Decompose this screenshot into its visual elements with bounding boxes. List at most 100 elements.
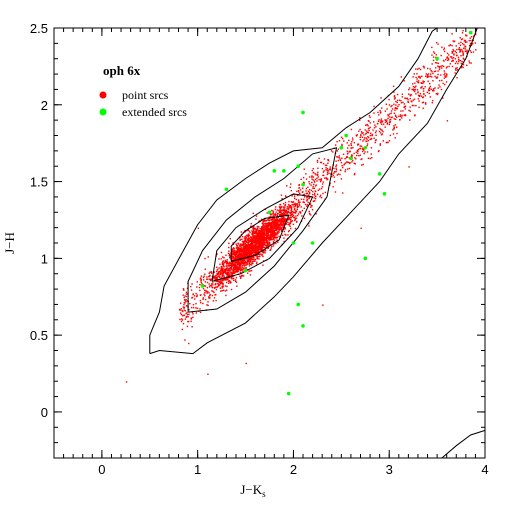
point-src-marker bbox=[261, 238, 263, 241]
point-src-marker bbox=[263, 239, 266, 241]
point-src-marker bbox=[299, 201, 301, 203]
point-src-marker bbox=[221, 270, 223, 273]
point-src-marker bbox=[386, 119, 388, 121]
point-src-marker bbox=[362, 163, 364, 166]
point-src-marker bbox=[229, 267, 232, 270]
point-src-marker bbox=[358, 130, 360, 132]
point-src-marker bbox=[301, 191, 304, 193]
point-src-marker bbox=[252, 233, 255, 235]
point-src-marker bbox=[208, 272, 210, 275]
point-src-marker bbox=[200, 281, 202, 283]
point-src-marker bbox=[266, 226, 268, 229]
point-src-marker bbox=[217, 285, 220, 287]
point-src-marker bbox=[260, 218, 263, 220]
point-src-marker bbox=[247, 249, 250, 251]
point-src-marker bbox=[369, 157, 371, 160]
point-src-marker bbox=[417, 81, 420, 84]
point-src-marker bbox=[249, 231, 251, 234]
point-src-marker bbox=[222, 263, 225, 266]
point-src-marker bbox=[245, 267, 248, 269]
point-src-marker bbox=[206, 278, 208, 280]
point-src-marker bbox=[276, 225, 278, 227]
point-src-marker bbox=[416, 80, 418, 83]
y-tick-label: 2.5 bbox=[30, 21, 48, 36]
point-src-marker bbox=[470, 62, 472, 64]
point-src-marker bbox=[424, 95, 427, 97]
point-src-marker bbox=[362, 140, 364, 142]
point-src-marker bbox=[226, 273, 229, 275]
point-src-marker bbox=[302, 201, 305, 203]
extended-src-marker bbox=[267, 210, 272, 215]
point-src-marker bbox=[415, 105, 417, 107]
point-src-marker bbox=[293, 209, 296, 211]
point-src-marker bbox=[248, 263, 250, 265]
point-src-marker bbox=[269, 221, 271, 224]
point-src-marker bbox=[455, 69, 457, 72]
point-src-marker bbox=[380, 97, 382, 99]
point-src-marker bbox=[270, 249, 272, 251]
point-src-marker bbox=[468, 62, 471, 64]
point-src-marker bbox=[213, 297, 216, 299]
point-src-marker bbox=[240, 250, 242, 252]
point-src-marker bbox=[293, 193, 296, 196]
point-src-marker bbox=[191, 326, 193, 328]
point-src-marker bbox=[270, 247, 272, 249]
point-src-marker bbox=[380, 118, 383, 120]
point-src-marker bbox=[465, 34, 467, 36]
point-src-marker bbox=[276, 239, 278, 241]
point-src-marker bbox=[262, 246, 265, 248]
point-src-marker bbox=[434, 75, 436, 78]
point-src-marker bbox=[390, 110, 393, 112]
point-src-marker bbox=[280, 209, 282, 212]
point-src-marker bbox=[314, 200, 316, 202]
point-src-marker bbox=[218, 273, 220, 275]
point-src-marker bbox=[262, 233, 264, 235]
point-src-marker bbox=[262, 226, 264, 229]
point-src-marker bbox=[327, 178, 329, 180]
point-src-marker bbox=[271, 229, 273, 232]
point-src-marker bbox=[211, 290, 213, 292]
point-src-marker bbox=[244, 254, 246, 257]
point-src-marker bbox=[269, 226, 272, 229]
point-src-marker bbox=[267, 222, 270, 224]
point-src-marker bbox=[346, 147, 349, 149]
point-src-marker bbox=[381, 107, 383, 109]
point-src-marker bbox=[363, 138, 365, 141]
point-src-marker bbox=[436, 62, 438, 64]
point-src-marker bbox=[428, 88, 430, 91]
point-src-marker bbox=[291, 204, 293, 206]
point-src-marker bbox=[206, 292, 208, 294]
point-src-marker bbox=[321, 167, 324, 170]
y-tick-label: 1 bbox=[41, 251, 48, 266]
point-src-marker bbox=[271, 227, 274, 229]
point-src-marker bbox=[242, 246, 245, 248]
point-src-marker bbox=[255, 238, 257, 240]
point-src-marker bbox=[398, 99, 401, 101]
point-src-marker bbox=[434, 62, 437, 64]
point-src-marker bbox=[252, 246, 254, 249]
point-src-marker bbox=[377, 150, 380, 153]
point-src-marker bbox=[243, 259, 245, 262]
point-src-marker bbox=[183, 303, 185, 306]
point-src-marker bbox=[363, 149, 365, 151]
point-src-marker bbox=[199, 308, 201, 310]
point-src-marker bbox=[232, 256, 234, 259]
point-src-marker bbox=[249, 248, 251, 250]
point-src-marker bbox=[388, 123, 390, 126]
point-src-marker bbox=[375, 139, 377, 141]
point-src-marker bbox=[230, 272, 232, 274]
point-src-marker bbox=[268, 236, 270, 238]
point-src-marker bbox=[389, 134, 392, 137]
point-src-marker bbox=[261, 230, 263, 232]
point-src-marker bbox=[240, 248, 242, 250]
point-src-marker bbox=[430, 69, 432, 72]
point-src-marker bbox=[218, 267, 220, 269]
point-src-marker bbox=[253, 227, 255, 229]
point-src-marker bbox=[414, 114, 416, 117]
point-src-marker bbox=[396, 107, 398, 110]
point-src-marker bbox=[287, 210, 290, 212]
point-src-marker bbox=[355, 151, 357, 154]
point-src-marker bbox=[237, 267, 239, 269]
point-src-marker bbox=[216, 273, 219, 276]
point-src-marker bbox=[252, 240, 255, 243]
